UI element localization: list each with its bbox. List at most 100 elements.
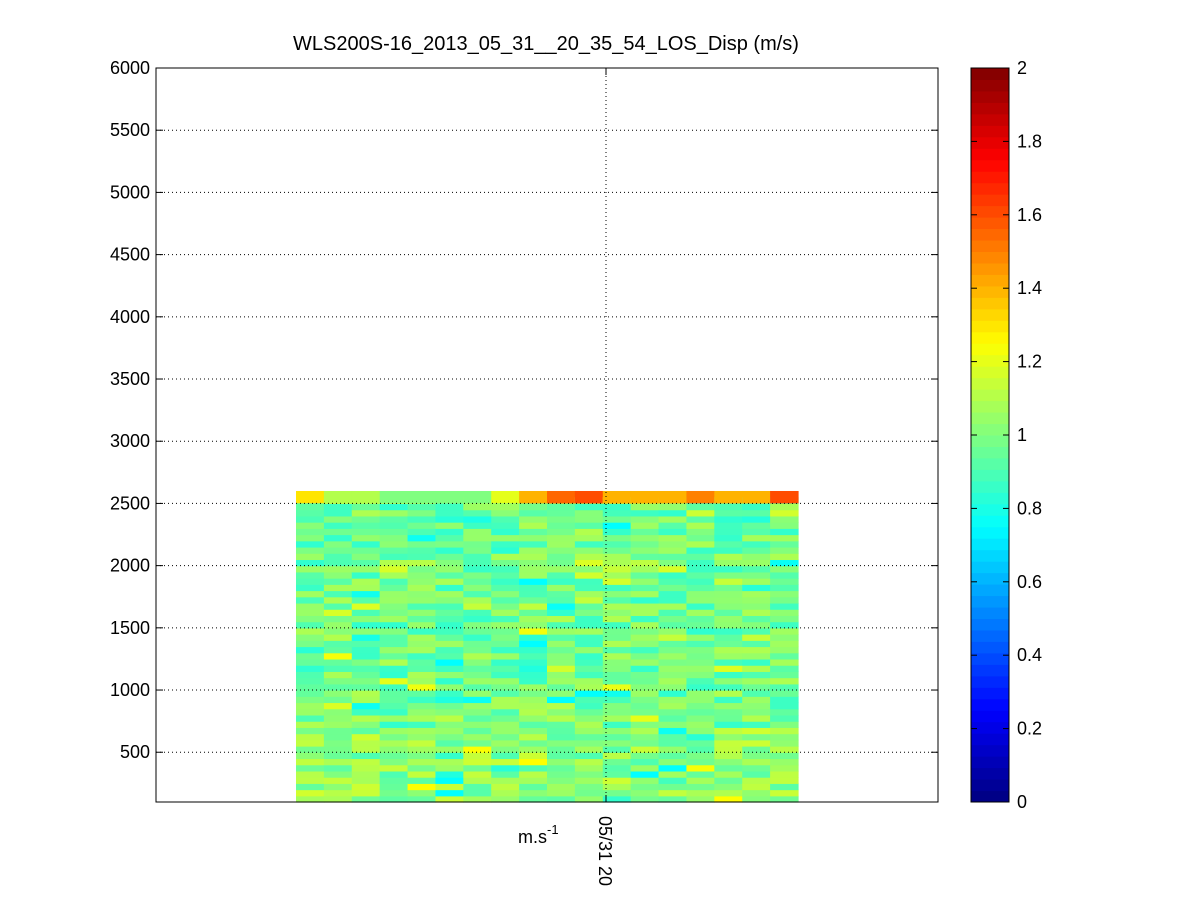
heatmap-cell (519, 540, 548, 548)
heatmap-cell (296, 621, 325, 629)
heatmap-cell (351, 634, 381, 641)
heatmap-cell (574, 777, 604, 784)
heatmap-cell (323, 584, 353, 592)
heatmap-cell (435, 739, 464, 747)
heatmap-cell (519, 770, 548, 778)
heatmap-cell (714, 658, 743, 666)
heatmap-cell (714, 665, 743, 672)
y-tick-label: 1000 (110, 680, 150, 700)
heatmap-cell (519, 696, 548, 704)
heatmap-cell (435, 509, 464, 517)
heatmap-cell (407, 546, 437, 554)
colorbar-segment (971, 457, 1009, 470)
heatmap-cell (602, 578, 632, 585)
heatmap-cell-top (742, 490, 771, 504)
heatmap-cell (658, 509, 688, 517)
heatmap-cell (574, 503, 604, 511)
heatmap-cell (379, 640, 409, 648)
heatmap-cell (296, 559, 325, 567)
heatmap-cell (742, 522, 771, 529)
colorbar-segment (971, 148, 1009, 161)
heatmap-cell (574, 602, 604, 610)
x-tick-label: 05/31 20 (595, 816, 615, 886)
heatmap-cell (602, 795, 632, 803)
heatmap-cell (602, 770, 632, 778)
heatmap-cell (658, 565, 688, 573)
heatmap-cell (519, 746, 548, 753)
heatmap-cell (519, 578, 548, 585)
heatmap-cell (407, 708, 437, 716)
heatmap-cell (296, 565, 325, 573)
heatmap-cell (379, 503, 409, 511)
heatmap-cell (351, 739, 381, 747)
heatmap-cell (630, 683, 660, 691)
colorbar-tick-label: 2 (1017, 58, 1027, 78)
colorbar-tick-label: 1.6 (1017, 205, 1042, 225)
heatmap-cell (686, 602, 715, 610)
heatmap-cell (742, 503, 771, 511)
heatmap-cell (742, 708, 771, 716)
heatmap-cell (407, 683, 437, 691)
heatmap-cell (519, 783, 548, 791)
heatmap-cell (323, 503, 353, 511)
heatmap-cell (602, 690, 632, 697)
heatmap-cell (323, 690, 353, 697)
heatmap-cell (770, 528, 799, 536)
heatmap-cell (742, 783, 771, 791)
heatmap-cell (547, 777, 576, 784)
heatmap-cell (770, 721, 799, 728)
heatmap-cell (463, 783, 492, 791)
chart-title: WLS200S-16_2013_05_31__20_35_54_LOS_Disp… (293, 33, 799, 55)
heatmap-cell (407, 584, 437, 592)
colorbar-segment (971, 400, 1009, 413)
heatmap-cell (658, 758, 688, 766)
heatmap-cell (770, 540, 799, 548)
heatmap-cell (435, 789, 464, 797)
heatmap-cell (742, 615, 771, 623)
colorbar-segment (971, 629, 1009, 642)
heatmap-cell (519, 590, 548, 598)
heatmap-cell (770, 515, 799, 523)
heatmap-cell (351, 752, 381, 760)
heatmap-cell (407, 658, 437, 666)
heatmap-cell (742, 546, 771, 554)
heatmap-cell (491, 652, 520, 660)
heatmap-cell (323, 634, 353, 641)
heatmap-cell (630, 627, 660, 635)
heatmap-cell (379, 708, 409, 716)
heatmap-cell (351, 777, 381, 784)
heatmap (296, 490, 799, 803)
heatmap-cell (491, 721, 520, 728)
heatmap-cell (602, 658, 632, 666)
heatmap-cell (463, 621, 492, 629)
heatmap-cell (574, 646, 604, 654)
heatmap-cell (547, 696, 576, 704)
heatmap-cell (491, 677, 520, 685)
heatmap-cell (547, 615, 576, 623)
heatmap-cell (323, 609, 353, 616)
heatmap-cell (491, 615, 520, 623)
heatmap-cell (770, 658, 799, 666)
heatmap-cell (630, 708, 660, 716)
heatmap-cell (630, 714, 660, 722)
heatmap-cell (519, 714, 548, 722)
heatmap-cell (547, 671, 576, 679)
heatmap-cell (574, 534, 604, 542)
heatmap-cell (658, 683, 688, 691)
heatmap-cell (658, 528, 688, 536)
heatmap-cell (714, 677, 743, 685)
heatmap-cell (686, 590, 715, 598)
heatmap-cell (296, 777, 325, 784)
heatmap-cell (547, 677, 576, 685)
heatmap-cell (463, 671, 492, 679)
heatmap-cell (463, 522, 492, 529)
heatmap-cell (658, 752, 688, 760)
heatmap-cell (574, 621, 604, 629)
heatmap-cell (491, 739, 520, 747)
heatmap-cell (435, 752, 464, 760)
heatmap-cell (574, 690, 604, 697)
heatmap-cell (686, 627, 715, 635)
heatmap-cell (379, 733, 409, 741)
heatmap-cell (435, 578, 464, 585)
